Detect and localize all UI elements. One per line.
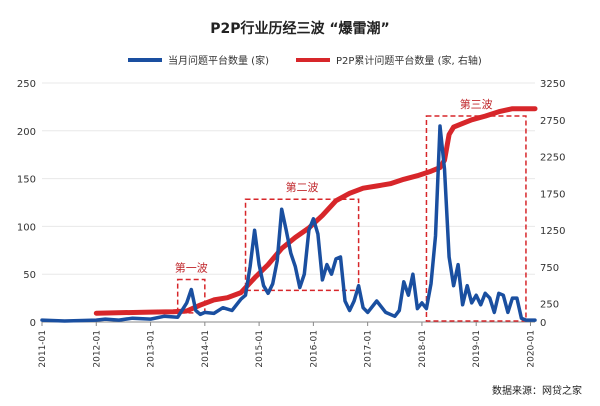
chart-title: P2P行业历经三波 “爆雷潮” [210, 20, 390, 37]
x-tick-label: 2013-01 [147, 330, 157, 368]
legend-label-monthly: 当月问题平台数量 (家) [168, 54, 269, 67]
annotation-label: 第三波 [460, 97, 493, 111]
legend: 当月问题平台数量 (家) P2P累计问题平台数量 (家, 右轴) [128, 54, 482, 67]
series-line-cumulative [93, 106, 538, 316]
y-axis-left: 0 50 100 150 200 250 [17, 79, 36, 329]
annotation-label: 第一波 [175, 260, 208, 274]
series-line-monthly [40, 124, 537, 323]
y-left-tick-label: 250 [17, 79, 36, 90]
x-tick-label: 2014-01 [201, 330, 211, 368]
y-axis-right: 0 250 750 1250 1750 2250 2750 3250 [540, 79, 565, 329]
y-left-tick-label: 100 [17, 222, 36, 233]
legend-label-cumulative: P2P累计问题平台数量 (家, 右轴) [336, 54, 482, 67]
x-tick-label: 2011-01 [38, 330, 48, 368]
x-axis: 2011-01 2012-01 2013-01 2014-01 2015-01 2016-… [38, 322, 536, 368]
y-left-tick-label: 50 [23, 270, 36, 281]
annotation-box [176, 278, 206, 314]
annotation-label: 第二波 [286, 180, 319, 194]
y-right-tick-label: 1750 [540, 189, 565, 200]
source-note: 数据来源：网贷之家 [492, 384, 582, 397]
y-right-tick-label: 250 [540, 300, 559, 311]
x-tick-label: 2012-01 [92, 330, 102, 368]
y-left-tick-label: 150 [17, 175, 36, 186]
x-tick-label: 2020-01 [526, 330, 536, 368]
annotation-box [244, 198, 360, 292]
gridlines [42, 82, 535, 275]
y-right-tick-label: 2750 [540, 116, 565, 127]
y-right-tick-label: 0 [540, 318, 546, 329]
y-right-tick-label: 1250 [540, 226, 565, 237]
y-left-tick-label: 200 [17, 127, 36, 138]
x-tick-label: 2019-01 [472, 330, 482, 368]
y-right-tick-label: 2250 [540, 153, 565, 164]
x-tick-label: 2018-01 [418, 330, 428, 368]
x-tick-label: 2017-01 [364, 330, 374, 368]
x-tick-label: 2015-01 [255, 330, 265, 368]
y-right-tick-label: 750 [540, 263, 559, 274]
x-tick-label: 2016-01 [309, 330, 319, 368]
y-right-tick-label: 3250 [540, 79, 565, 90]
y-left-tick-label: 0 [30, 318, 36, 329]
